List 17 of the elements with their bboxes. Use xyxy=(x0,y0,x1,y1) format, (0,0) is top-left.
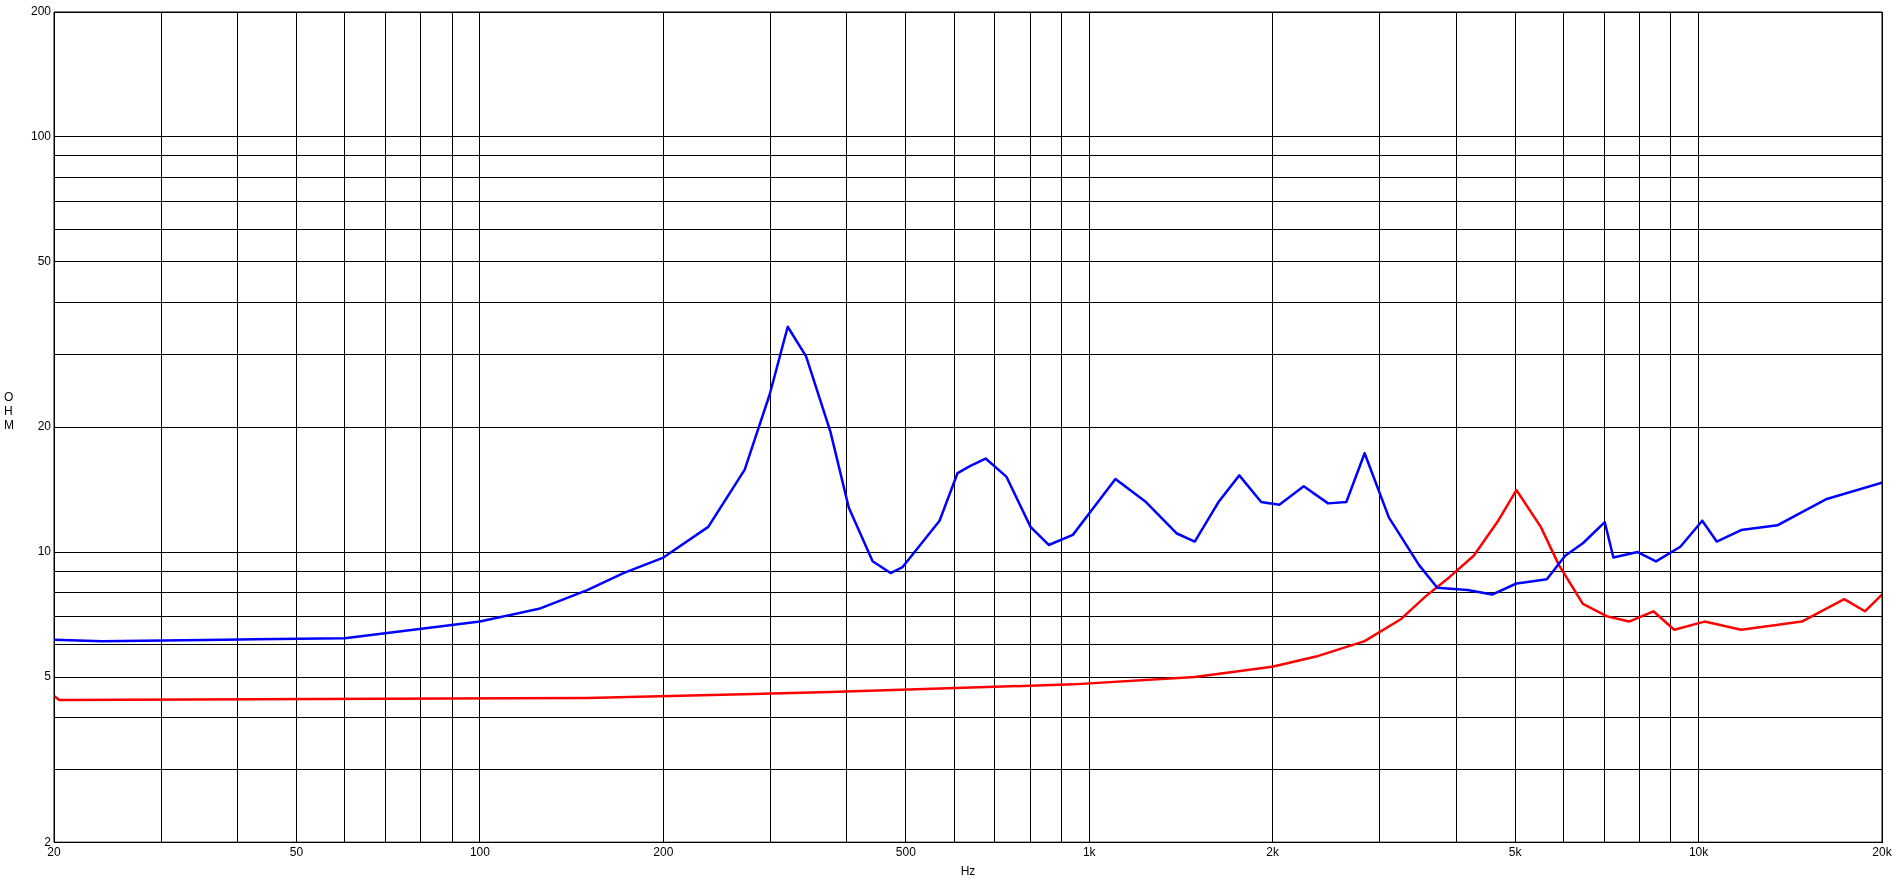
x-tick-label: 500 xyxy=(895,844,917,859)
x-tick-label: 20k xyxy=(1872,844,1893,859)
y-tick-label: 50 xyxy=(37,254,52,269)
x-tick-label: 5k xyxy=(1508,844,1523,859)
x-tick-label: 1k xyxy=(1082,844,1097,859)
y-tick-label: 100 xyxy=(30,129,52,144)
y-axis-title: OHM xyxy=(4,390,14,432)
x-tick-label: 2k xyxy=(1266,844,1280,859)
y-tick-label: 200 xyxy=(30,4,52,19)
x-tick-label: 10k xyxy=(1688,844,1710,859)
x-tick-label: 50 xyxy=(289,844,304,859)
x-tick-label: 200 xyxy=(653,844,674,859)
y-tick-label: 5 xyxy=(44,669,52,684)
y-tick-label: 10 xyxy=(37,544,52,559)
x-axis-title: Hz xyxy=(960,864,976,879)
y-tick-label: 20 xyxy=(37,419,52,434)
x-tick-label: 100 xyxy=(469,844,491,859)
